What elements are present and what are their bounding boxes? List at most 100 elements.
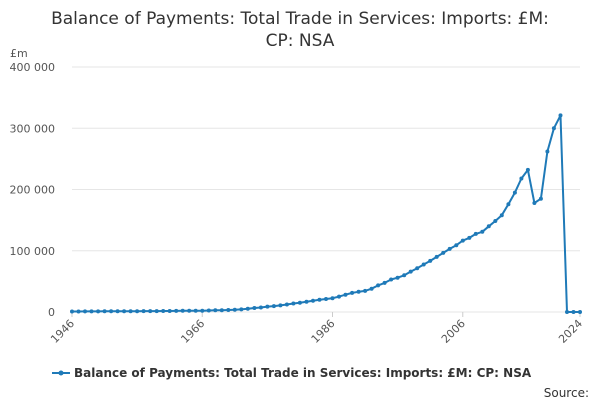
- data-point[interactable]: [337, 294, 341, 299]
- x-tick-label: 1946: [48, 317, 77, 346]
- data-point[interactable]: [213, 308, 218, 313]
- data-point[interactable]: [578, 310, 582, 314]
- data-point[interactable]: [395, 275, 400, 280]
- data-point[interactable]: [369, 286, 374, 291]
- data-point[interactable]: [245, 306, 250, 311]
- data-point[interactable]: [200, 308, 205, 313]
- data-point[interactable]: [350, 290, 355, 295]
- data-point[interactable]: [525, 167, 530, 172]
- data-point[interactable]: [421, 262, 426, 267]
- chart-title-line-1: Balance of Payments: Total Trade in Serv…: [51, 9, 549, 29]
- data-point[interactable]: [297, 300, 302, 305]
- chart-title-line-2: CP: NSA: [266, 31, 335, 51]
- y-tick-label: 400 000: [10, 61, 56, 74]
- legend[interactable]: Balance of Payments: Total Trade in Serv…: [52, 366, 532, 380]
- data-point[interactable]: [128, 309, 133, 314]
- data-point[interactable]: [83, 309, 87, 314]
- data-point[interactable]: [356, 289, 361, 294]
- data-point[interactable]: [571, 310, 576, 314]
- x-tick-label: 2006: [439, 317, 468, 346]
- data-point[interactable]: [434, 254, 439, 259]
- y-axis-unit-label: £m: [10, 47, 28, 60]
- data-point[interactable]: [558, 113, 563, 118]
- data-point[interactable]: [363, 288, 368, 293]
- legend-swatch-marker: [58, 370, 64, 376]
- data-point[interactable]: [499, 213, 504, 218]
- data-point[interactable]: [239, 307, 244, 312]
- data-point[interactable]: [76, 309, 81, 314]
- data-point[interactable]: [441, 250, 446, 255]
- data-point[interactable]: [219, 308, 224, 313]
- y-tick-label: 100 000: [10, 245, 56, 258]
- data-point[interactable]: [486, 224, 491, 229]
- data-point[interactable]: [226, 308, 231, 312]
- data-point[interactable]: [161, 309, 166, 313]
- data-point[interactable]: [304, 299, 309, 304]
- data-point[interactable]: [154, 309, 159, 314]
- data-point[interactable]: [402, 273, 407, 278]
- data-point[interactable]: [174, 308, 179, 313]
- grid-layer: [72, 66, 580, 313]
- data-point[interactable]: [258, 305, 263, 310]
- data-point[interactable]: [506, 202, 511, 207]
- y-tick-label: 200 000: [10, 184, 56, 197]
- data-point[interactable]: [389, 277, 394, 282]
- data-point[interactable]: [324, 297, 328, 301]
- data-point[interactable]: [454, 243, 459, 248]
- data-point[interactable]: [278, 303, 283, 308]
- x-tick-label: 2024: [556, 317, 585, 346]
- data-point[interactable]: [519, 176, 524, 181]
- data-point[interactable]: [493, 219, 498, 223]
- data-point[interactable]: [70, 309, 74, 314]
- data-point[interactable]: [480, 229, 485, 234]
- data-point[interactable]: [89, 309, 94, 314]
- data-point[interactable]: [382, 280, 387, 285]
- data-point[interactable]: [376, 283, 381, 288]
- data-point[interactable]: [102, 309, 107, 314]
- data-point[interactable]: [538, 196, 543, 201]
- data-point[interactable]: [252, 306, 257, 310]
- data-point[interactable]: [428, 258, 433, 263]
- data-point[interactable]: [408, 269, 413, 274]
- data-point[interactable]: [460, 238, 465, 243]
- data-point[interactable]: [467, 235, 472, 240]
- data-point[interactable]: [532, 201, 537, 205]
- data-point[interactable]: [187, 308, 192, 313]
- data-point[interactable]: [141, 309, 146, 314]
- data-point[interactable]: [317, 297, 322, 302]
- data-point[interactable]: [330, 296, 335, 301]
- data-point[interactable]: [291, 301, 296, 306]
- data-point[interactable]: [206, 308, 211, 313]
- data-point[interactable]: [167, 309, 172, 313]
- data-point[interactable]: [311, 298, 315, 303]
- source-label: Source:: [544, 386, 589, 400]
- data-point[interactable]: [148, 309, 153, 314]
- data-point[interactable]: [271, 304, 276, 309]
- y-tick-label: 300 000: [10, 122, 56, 135]
- data-point[interactable]: [193, 308, 198, 313]
- x-tick-label: 1966: [178, 317, 207, 346]
- data-point[interactable]: [551, 126, 556, 131]
- x-tick-label: 1986: [309, 317, 338, 346]
- data-point[interactable]: [343, 292, 348, 297]
- data-point[interactable]: [180, 308, 185, 313]
- data-point[interactable]: [447, 246, 452, 251]
- data-point[interactable]: [473, 231, 478, 236]
- data-point[interactable]: [545, 149, 550, 154]
- y-tick-label: 0: [48, 306, 55, 319]
- legend-label: Balance of Payments: Total Trade in Serv…: [74, 366, 532, 380]
- data-point[interactable]: [265, 304, 270, 309]
- data-point[interactable]: [115, 309, 120, 314]
- x-axis-ticks: 1946 1966 1986 2006 2024: [48, 312, 585, 346]
- data-point[interactable]: [122, 309, 127, 314]
- series-layer: [70, 113, 582, 314]
- data-point[interactable]: [512, 190, 517, 195]
- data-point[interactable]: [232, 307, 237, 312]
- data-point[interactable]: [415, 266, 420, 271]
- data-point[interactable]: [284, 302, 289, 307]
- data-point[interactable]: [96, 309, 101, 314]
- data-point[interactable]: [565, 310, 569, 314]
- data-point[interactable]: [109, 309, 114, 314]
- data-point[interactable]: [135, 309, 140, 314]
